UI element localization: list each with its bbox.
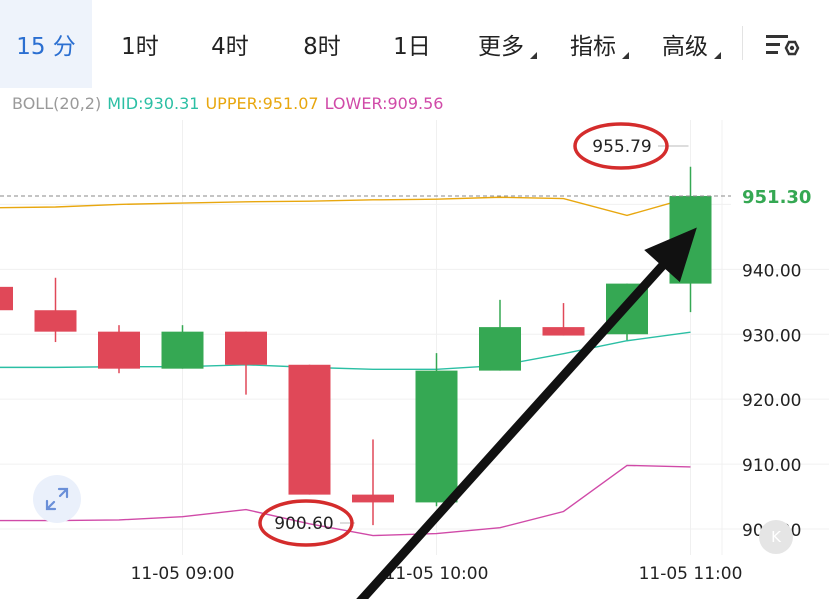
price-annotation: 900.60 [258, 499, 355, 547]
annotation-price-label: 955.79 [592, 137, 651, 157]
y-tick-label: 940.00 [742, 261, 801, 281]
y-tick-label: 910.00 [742, 456, 801, 476]
toolbar-divider [742, 26, 743, 60]
candle-body [98, 331, 140, 369]
y-tick-label: 930.00 [742, 326, 801, 346]
tab-advanced[interactable]: 高级 [662, 34, 708, 60]
candle [415, 353, 458, 507]
price-annotation: 955.79 [573, 122, 689, 170]
candle-body [161, 331, 204, 369]
tab-indicators[interactable]: 指标 [570, 34, 616, 60]
candle-body [479, 327, 521, 371]
tab-8h[interactable]: 8时 [303, 34, 341, 60]
timeframe-toolbar: 15 分 1时 4时 8时 1日 更多 指标 高级 [0, 0, 829, 90]
candle-body [288, 364, 331, 495]
boll-indicator-legend: BOLL(20,2) MID:930.31 UPPER:951.07 LOWER:90… [12, 94, 449, 113]
expand-icon [45, 487, 69, 511]
more-dropdown-caret-icon [530, 52, 537, 59]
trend-arrow-shaft [356, 261, 667, 599]
candle [352, 439, 394, 526]
x-tick-label: 11-05 11:00 [639, 564, 743, 584]
candle-body [542, 327, 585, 336]
chart-settings-icon[interactable] [762, 30, 800, 62]
candle [98, 325, 140, 374]
candle [288, 364, 331, 495]
trend-arrow-head [644, 227, 697, 283]
x-tick-label: 11-05 10:00 [385, 564, 489, 584]
current-price-label-box [731, 179, 829, 212]
y-tick-label: 920.00 [742, 391, 801, 411]
candle-body [34, 310, 77, 332]
candle [0, 286, 13, 311]
boll-mid-value: MID:930.31 [107, 94, 200, 113]
boll-upper-line [0, 196, 691, 217]
boll-upper-value: UPPER:951.07 [205, 94, 319, 113]
boll-lower-value: LOWER:909.56 [324, 94, 444, 113]
current-price-label: 951.30 [742, 187, 811, 208]
candle-body [0, 286, 13, 311]
annotation-highlight-circle [573, 122, 669, 170]
tab-4h[interactable]: 4时 [211, 34, 249, 60]
annotation-price-label: 900.60 [274, 514, 333, 534]
expand-chart-button[interactable] [33, 475, 81, 523]
candle-body [415, 370, 458, 503]
candle [161, 325, 204, 369]
candle [34, 277, 77, 343]
x-tick-label: 11-05 09:00 [131, 564, 235, 584]
boll-lower-line [0, 464, 691, 537]
tab-more[interactable]: 更多 [478, 34, 524, 60]
tab-1h[interactable]: 1时 [121, 34, 159, 60]
annotation-highlight-circle [258, 499, 354, 547]
advanced-dropdown-caret-icon [714, 52, 721, 59]
candle-body [225, 331, 267, 365]
candle [542, 303, 585, 336]
boll-name: BOLL(20,2) [12, 94, 102, 113]
candle [225, 331, 267, 395]
tab-1d[interactable]: 1日 [393, 34, 431, 60]
indicators-dropdown-caret-icon [622, 52, 629, 59]
tab-15m[interactable]: 15 分 [0, 0, 92, 88]
candle [479, 299, 521, 371]
kline-toggle-button[interactable]: K [759, 520, 793, 554]
candle-body [352, 494, 394, 503]
